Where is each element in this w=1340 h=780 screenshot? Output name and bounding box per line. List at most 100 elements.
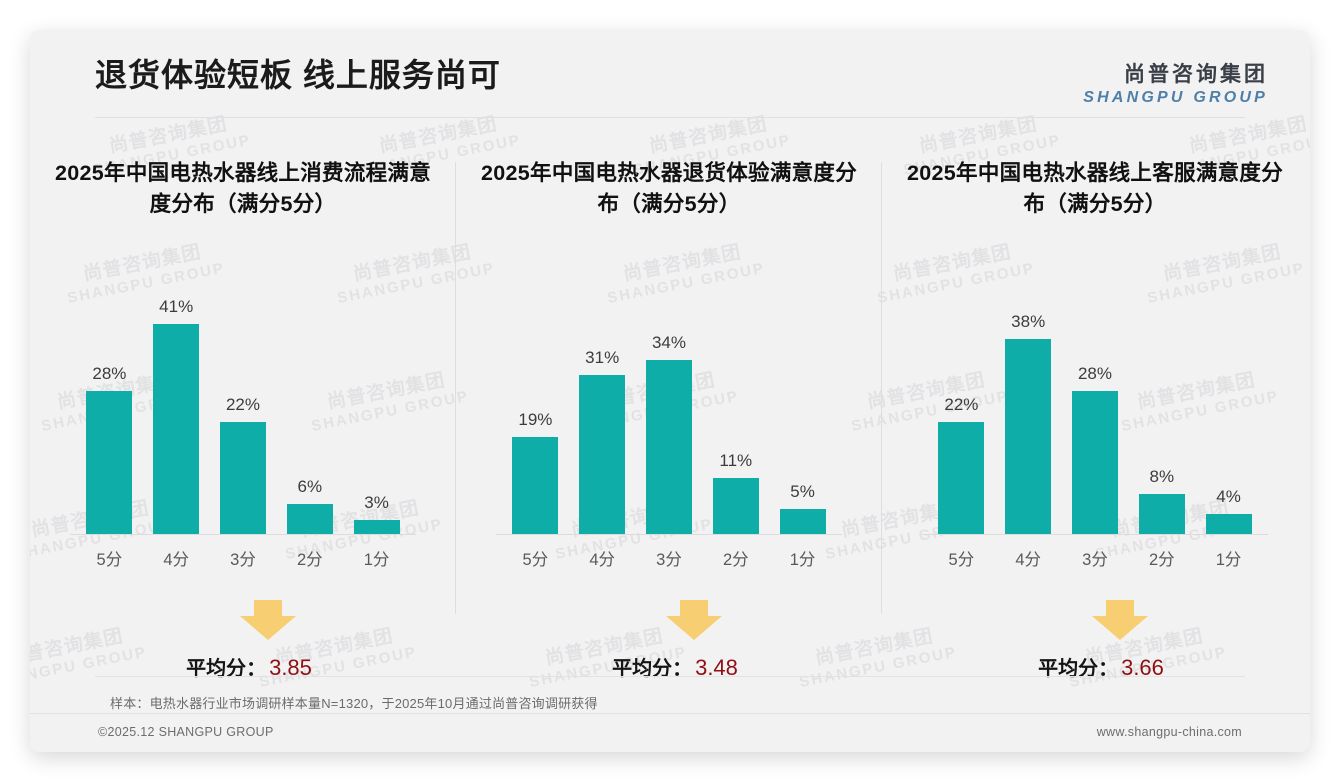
average-value-1: 3.85 [269, 655, 312, 681]
x-axis-tick-label: 2分 [1148, 551, 1175, 570]
bar [219, 422, 266, 536]
x-axis-line-3 [922, 534, 1268, 536]
x-axis-tick-label: 4分 [1015, 551, 1042, 570]
bar-slot: 38% [995, 303, 1062, 536]
average-label-3: 平均分： [1038, 658, 1119, 681]
bar-value-label: 19% [518, 410, 553, 430]
average-score-3: 平均分： 3.66 [896, 652, 1294, 681]
bar-value-label: 28% [1077, 364, 1112, 384]
bar [938, 422, 985, 536]
chart-plot-2: 19% 31% 34% 11% 5% [496, 275, 842, 536]
x-axis-tick-label: 5分 [96, 551, 123, 570]
logo-english-text: SHANGPU GROUP [1083, 89, 1268, 106]
x-axis-tick-label: 5分 [522, 551, 549, 570]
bar-value-label: 22% [944, 395, 979, 415]
bar-value-label: 22% [225, 395, 260, 415]
down-arrow-icon [1092, 600, 1148, 641]
bar-value-label: 31% [585, 348, 620, 368]
chart-title-3: 2025年中国电热水器线上客服满意度分布（满分5分） [906, 161, 1284, 216]
average-block-1: 平均分： 3.85 [44, 600, 442, 696]
bar-value-label: 11% [719, 451, 753, 471]
logo-chinese-text: 尚普咨询集团 [1124, 63, 1268, 86]
page-title: 退货体验短板 线上服务尚可 [95, 57, 501, 93]
bar-slot: 28% [76, 303, 143, 536]
down-arrow-icon [240, 600, 296, 641]
bar-slot: 31% [569, 303, 636, 536]
bar-group-1: 28% 41% 22% 6% 3% [70, 297, 416, 536]
average-value-2: 3.48 [695, 655, 738, 681]
average-label-1: 平均分： [186, 658, 267, 681]
chart-title-1: 2025年中国电热水器线上消费流程满意度分布（满分5分） [54, 161, 432, 216]
bar-slot: 8% [1128, 303, 1195, 536]
bar-value-label: 34% [651, 333, 686, 353]
bar [712, 478, 759, 536]
bar [153, 324, 200, 536]
footnote-divider [95, 676, 1245, 677]
x-axis-tick-label: 1分 [1215, 551, 1242, 570]
x-axis-tick-label: 1分 [789, 551, 816, 570]
average-score-2: 平均分： 3.48 [470, 652, 868, 681]
bar-slot: 19% [502, 303, 569, 536]
x-axis-tick-label: 1分 [363, 551, 390, 570]
bar-value-label: 6% [297, 477, 323, 497]
average-score-1: 平均分： 3.85 [44, 652, 442, 681]
x-axis-tick-label: 3分 [1082, 551, 1108, 570]
bar-slot: 22% [210, 303, 277, 536]
x-axis-labels-1: 5分 4分 3分 2分 1分 [70, 546, 416, 570]
bar-value-label: 41% [159, 297, 194, 317]
x-axis-tick-label: 4分 [163, 551, 190, 570]
bar-slot: 4% [1195, 303, 1262, 536]
chart-panel-2: 2025年中国电热水器退货体验满意度分布（满分5分） 19% 31% 34% 11% 5… [456, 140, 882, 696]
average-label-2: 平均分： [612, 658, 693, 681]
x-axis-tick-label: 3分 [656, 551, 682, 570]
website-url[interactable]: www.shangpu-china.com [1096, 725, 1242, 739]
brand-logo: 尚普咨询集团 SHANGPU GROUP [1083, 58, 1268, 107]
bar [779, 509, 826, 536]
x-axis-tick-label: 3分 [230, 551, 256, 570]
chart-panel-1: 2025年中国电热水器线上消费流程满意度分布（满分5分） 28% 41% 22% 6%… [30, 140, 456, 696]
chart-title-2: 2025年中国电热水器退货体验满意度分布（满分5分） [480, 161, 858, 216]
bar-slot: 22% [928, 303, 995, 536]
x-axis-tick-label: 5分 [948, 551, 975, 570]
bar-slot: 11% [702, 303, 769, 536]
chart-plot-3: 22% 38% 28% 8% 4% [922, 275, 1268, 536]
bar [579, 375, 626, 536]
down-arrow-icon [666, 600, 722, 641]
bar-value-label: 28% [92, 364, 127, 384]
x-axis-tick-label: 4分 [589, 551, 616, 570]
sample-footnote: 样本：电热水器行业市场调研样本量N=1320，于2025年10月通过尚普咨询调研… [110, 696, 598, 711]
panel-divider-1 [455, 162, 456, 614]
bar [512, 437, 559, 536]
bar [1205, 514, 1252, 536]
bar-value-label: 4% [1216, 487, 1241, 507]
bar-group-2: 19% 31% 34% 11% 5% [496, 303, 842, 536]
x-axis-tick-label: 2分 [296, 551, 323, 570]
bar [353, 520, 400, 536]
bar [1071, 391, 1118, 536]
copyright-text: ©2025.12 SHANGPU GROUP [98, 725, 274, 739]
slide-card: 尚普咨询集团 SHANGPU GROUP 尚普咨询集团 SHANGPU GROUP 尚普… [30, 30, 1310, 752]
average-block-2: 平均分： 3.48 [470, 600, 868, 696]
panel-divider-2 [881, 162, 882, 614]
bar-value-label: 8% [1149, 467, 1175, 487]
chart-plot-1: 28% 41% 22% 6% 3% [70, 275, 416, 536]
bar [86, 391, 133, 536]
bar [1138, 494, 1185, 536]
bar-slot: 34% [636, 303, 703, 536]
slide-footer: ©2025.12 SHANGPU GROUP www.shangpu-china… [30, 713, 1310, 752]
bar-value-label: 38% [1011, 312, 1046, 332]
bar-slot: 28% [1062, 303, 1129, 536]
charts-row: 2025年中国电热水器线上消费流程满意度分布（满分5分） 28% 41% 22% 6%… [30, 140, 1310, 696]
x-axis-labels-2: 5分 4分 3分 2分 1分 [496, 546, 842, 570]
x-axis-labels-3: 5分 4分 3分 2分 1分 [922, 546, 1268, 570]
bar-value-label: 5% [790, 482, 815, 502]
bar-group-3: 22% 38% 28% 8% 4% [922, 303, 1268, 536]
x-axis-line-2 [496, 534, 842, 536]
header-divider [95, 117, 1245, 118]
average-block-3: 平均分： 3.66 [896, 600, 1294, 696]
x-axis-line-1 [70, 534, 416, 536]
average-value-3: 3.66 [1121, 655, 1164, 681]
bar [286, 504, 333, 536]
bar [1005, 339, 1052, 536]
bar-slot: 5% [769, 303, 836, 536]
